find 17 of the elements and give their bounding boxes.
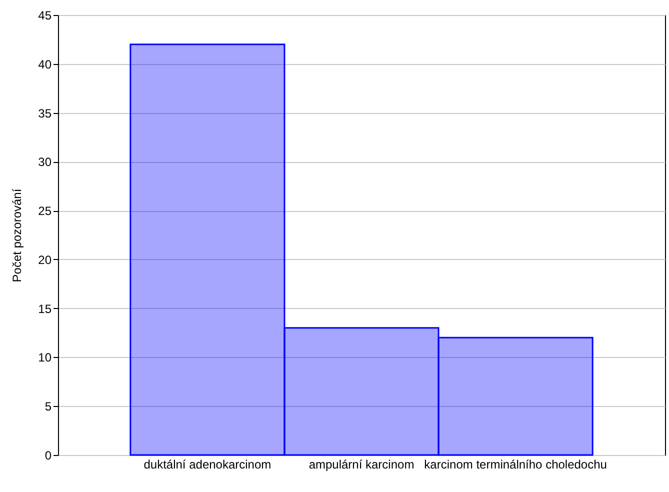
y-tick-label: 45 <box>38 8 52 22</box>
y-tick-label: 20 <box>38 252 52 267</box>
x-tick-label: karcinom terminálního choledochu <box>424 458 607 472</box>
x-tick-label: ampulární karcinom <box>308 458 414 472</box>
y-tick-label: 5 <box>44 400 52 414</box>
bar <box>438 336 594 456</box>
y-tick-label: 0 <box>44 448 52 462</box>
x-tick-label: duktální adenokarcinom <box>144 458 272 472</box>
y-tick-label: 15 <box>38 302 52 316</box>
y-tick-label: 10 <box>38 350 52 365</box>
y-tick-label: 25 <box>38 204 52 218</box>
y-tick-label: 30 <box>38 155 52 170</box>
bar <box>130 44 286 456</box>
bar <box>284 327 440 456</box>
y-tick-label: 40 <box>38 57 52 72</box>
y-tick-label: 35 <box>38 106 52 120</box>
y-axis-title: Počet pozorování <box>10 188 24 282</box>
